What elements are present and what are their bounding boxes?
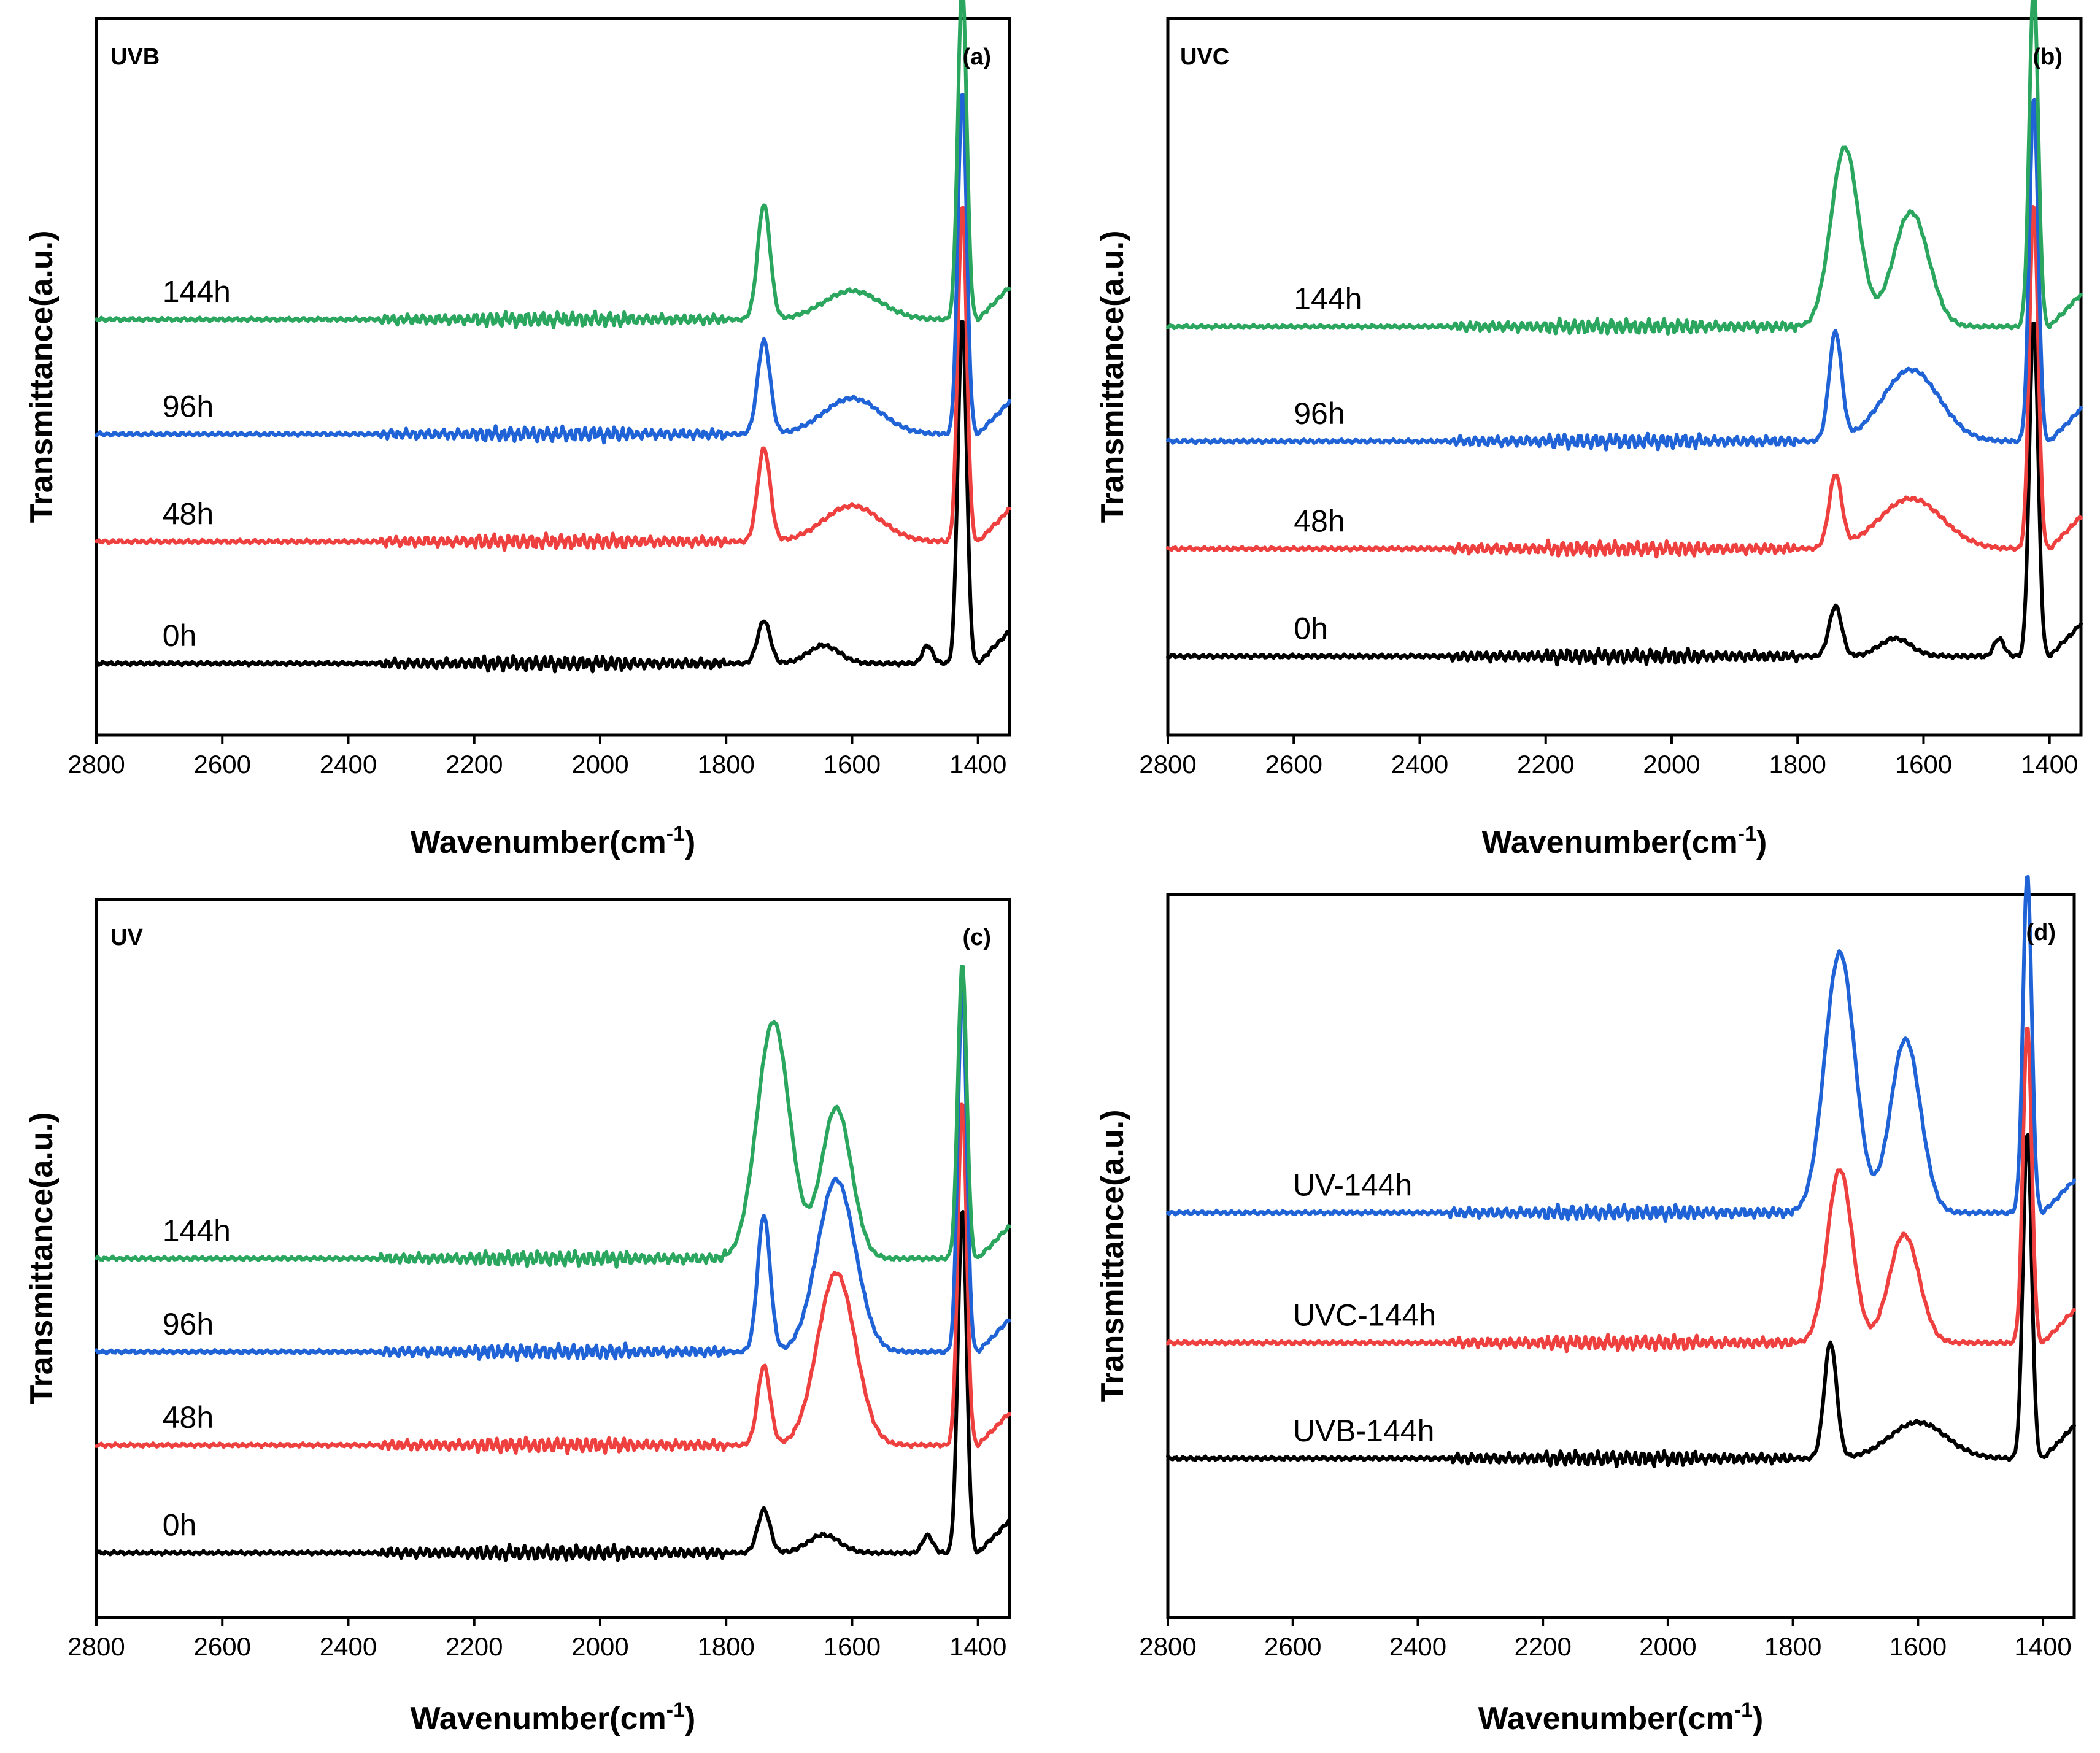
spectra: 0h 48h 96h 144h [95,0,1011,674]
y-axis-title: Transmittance(a.u.) [24,1112,60,1405]
x-tick-label: 2200 [446,1632,503,1661]
panel-title: UVC [1180,44,1229,70]
x-tick-label: 2800 [68,750,125,779]
panel-c: 2800 2600 2400 2200 2000 1800 1600 1400 0h 48h 96… [24,898,1011,1736]
x-tick-label: 2200 [1514,1632,1571,1661]
plot-frame [1166,893,2076,1619]
spectrum-line-96h [95,93,1011,445]
x-tick-label: 2400 [1391,750,1448,779]
x-tick-label: 2000 [1639,1632,1696,1661]
panel-letter: (a) [963,44,991,70]
series-label: UVC-144h [1293,1298,1436,1332]
x-ticks: 2800 2600 2400 2200 2000 1800 1600 1400 [68,1617,1006,1661]
spectrum-line-48h [95,206,1011,552]
series-label: 96h [163,389,214,423]
x-tick-label: 1400 [2014,1632,2071,1661]
series-label: 144h [163,275,231,309]
panel-b: 2800 2600 2400 2200 2000 1800 1600 1400 0h 48h 96… [1095,0,2083,860]
x-axis-title: Wavenumber(cm-1) [1482,822,1767,860]
x-tick-label: 1600 [824,1632,881,1661]
x-tick-label: 2800 [68,1632,125,1661]
x-tick-label: 2800 [1139,750,1196,779]
series-label: 48h [1294,504,1345,538]
spectra: 0h 48h 96h 144h [95,965,1011,1562]
spectrum-line-96h [95,986,1011,1362]
panel-letter: (c) [963,925,991,950]
panel-a: 2800 2600 2400 2200 2000 1800 1600 1400 0h 48h 96… [24,0,1011,860]
spectra: 0h 48h 96h 144h [1166,0,2083,667]
spectrum-line-96h [1166,98,2083,452]
series-label: 0h [1294,612,1328,646]
x-tick-label: 2000 [1643,750,1700,779]
x-tick-label: 1600 [1895,750,1952,779]
x-tick-label: 2400 [320,750,377,779]
x-tick-label: 1800 [697,750,754,779]
x-tick-label: 1400 [949,750,1006,779]
y-axis-title: Transmittance(a.u.) [24,231,60,523]
x-axis-title: Wavenumber(cm-1) [411,1698,696,1736]
panel-title: UVB [110,44,160,70]
panel-d: 2800 2600 2400 2200 2000 1800 1600 1400 UVB-144… [1095,874,2076,1736]
series-label: 96h [1294,396,1345,431]
x-axis-title: Wavenumber(cm-1) [1478,1698,1764,1736]
series-label: 96h [163,1307,214,1341]
series-label: 144h [163,1214,231,1248]
spectrum-line-144h [95,965,1011,1269]
y-axis-title: Transmittance(a.u.) [1095,231,1130,523]
x-tick-label: 2000 [571,1632,628,1661]
x-tick-label: 2400 [1389,1632,1446,1661]
x-tick-label: 2600 [1264,1632,1321,1661]
series-label: UVB-144h [1293,1414,1435,1448]
x-ticks: 2800 2600 2400 2200 2000 1800 1600 1400 [68,735,1006,779]
spectrum-line-144h [95,0,1011,329]
x-tick-label: 1400 [2021,750,2078,779]
x-tick-label: 2800 [1139,1632,1196,1661]
series-label: 0h [163,618,197,653]
x-tick-label: 1400 [949,1632,1006,1661]
panel-title: UV [110,925,143,950]
x-tick-label: 2000 [571,750,628,779]
series-label: 48h [163,1400,214,1435]
x-tick-label: 1800 [1769,750,1826,779]
x-tick-label: 2600 [194,750,251,779]
spectrum-line-0h [1166,322,2083,667]
x-tick-label: 1800 [1764,1632,1821,1661]
y-axis-title: Transmittance(a.u.) [1095,1110,1130,1403]
spectrum-line-uv-144h [1166,874,2076,1223]
x-tick-label: 2400 [320,1632,377,1661]
panel-letter: (d) [2026,920,2056,946]
spectrum-line-uvb-144h [1166,1133,2076,1469]
x-tick-label: 2200 [1517,750,1574,779]
x-ticks: 2800 2600 2400 2200 2000 1800 1600 1400 [1139,1617,2072,1661]
spectra: UVB-144h UVC-144h UV-144h [1166,874,2076,1469]
x-tick-label: 2600 [1265,750,1322,779]
x-axis-title: Wavenumber(cm-1) [411,822,696,860]
x-tick-label: 1600 [824,750,881,779]
spectrum-line-144h [1166,0,2083,336]
spectrum-line-0h [95,320,1011,674]
panel-letter: (b) [2032,44,2063,70]
spectrum-line-48h [1166,205,2083,559]
spectrum-line-48h [95,1102,1011,1455]
series-label: 0h [163,1508,197,1543]
x-tick-label: 2200 [446,750,503,779]
plot-frame [1166,17,2083,737]
series-label: 48h [163,497,214,531]
series-label: 144h [1294,282,1362,316]
x-tick-label: 1600 [1890,1632,1947,1661]
x-ticks: 2800 2600 2400 2200 2000 1800 1600 1400 [1139,735,2078,779]
spectrum-line-uvc-144h [1166,1027,2076,1354]
x-tick-label: 1800 [697,1632,754,1661]
plot-frame [95,17,1011,737]
spectrum-line-0h [95,1209,1011,1562]
x-tick-label: 2600 [194,1632,251,1661]
series-label: UV-144h [1293,1168,1413,1202]
